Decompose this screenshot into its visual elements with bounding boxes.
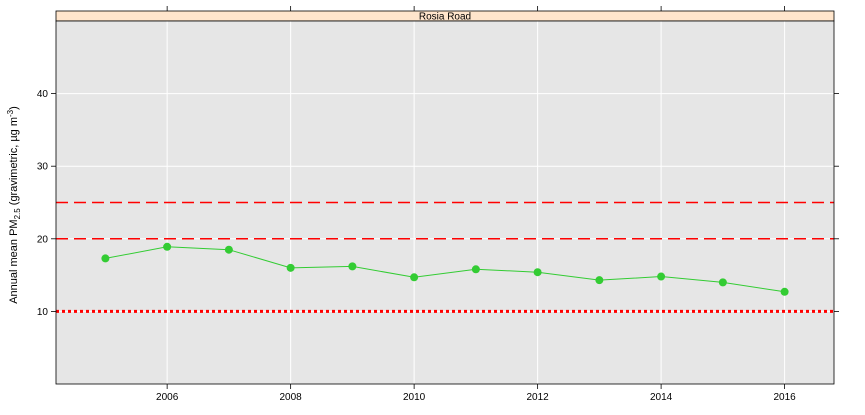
data-point bbox=[657, 272, 666, 281]
y-axis-title: Annual mean PM2.5 (gravimetric, µg m-3) bbox=[6, 106, 22, 304]
data-point bbox=[718, 278, 727, 287]
y-tick-label: 10 bbox=[37, 307, 49, 318]
y-tick-label: 40 bbox=[37, 89, 49, 100]
data-point bbox=[471, 265, 480, 274]
x-tick-label: 2012 bbox=[526, 392, 549, 403]
reference-lines bbox=[56, 201, 834, 313]
data-point bbox=[595, 276, 604, 285]
y-axis-title-superscript: -3 bbox=[6, 109, 15, 117]
data-point bbox=[780, 287, 789, 296]
y-tick-label: 30 bbox=[37, 162, 49, 173]
x-tick-label: 2006 bbox=[156, 392, 179, 403]
y-tick-label: 20 bbox=[37, 234, 49, 245]
y-axis-title-prefix: Annual mean PM bbox=[8, 219, 20, 303]
x-tick-label: 2008 bbox=[280, 392, 303, 403]
series-group bbox=[101, 242, 789, 296]
x-tick-label: 2016 bbox=[773, 392, 796, 403]
plot-frame bbox=[55, 20, 835, 385]
data-point bbox=[101, 254, 110, 263]
y-axis-title-middle: (gravimetric, µg m bbox=[8, 117, 20, 208]
y-axis: 10 20 30 40 bbox=[37, 89, 839, 318]
panel-strip-label: Rosia Road bbox=[419, 12, 471, 23]
series-line bbox=[105, 246, 785, 293]
x-tick-label: 2014 bbox=[650, 392, 673, 403]
data-point bbox=[533, 268, 542, 277]
data-point bbox=[163, 242, 172, 251]
data-point bbox=[224, 245, 233, 254]
data-point bbox=[410, 273, 419, 282]
y-axis-title-suffix: ) bbox=[8, 106, 20, 110]
x-axis: 2006 2008 2010 2012 2014 2016 bbox=[156, 6, 796, 403]
data-point bbox=[286, 263, 295, 272]
y-axis-title-subscript: 2.5 bbox=[13, 208, 22, 220]
data-point bbox=[348, 262, 357, 271]
x-tick-label: 2010 bbox=[403, 392, 426, 403]
